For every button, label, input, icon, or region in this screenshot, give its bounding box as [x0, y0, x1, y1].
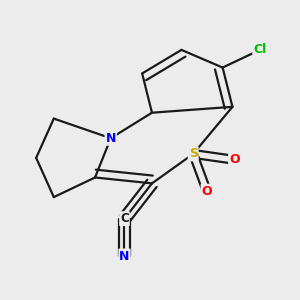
Text: O: O: [202, 185, 212, 198]
Text: C: C: [120, 212, 129, 225]
Text: O: O: [229, 153, 240, 166]
Text: Cl: Cl: [253, 44, 267, 56]
Text: S: S: [189, 147, 198, 161]
Text: N: N: [119, 250, 130, 262]
Text: N: N: [106, 132, 116, 145]
